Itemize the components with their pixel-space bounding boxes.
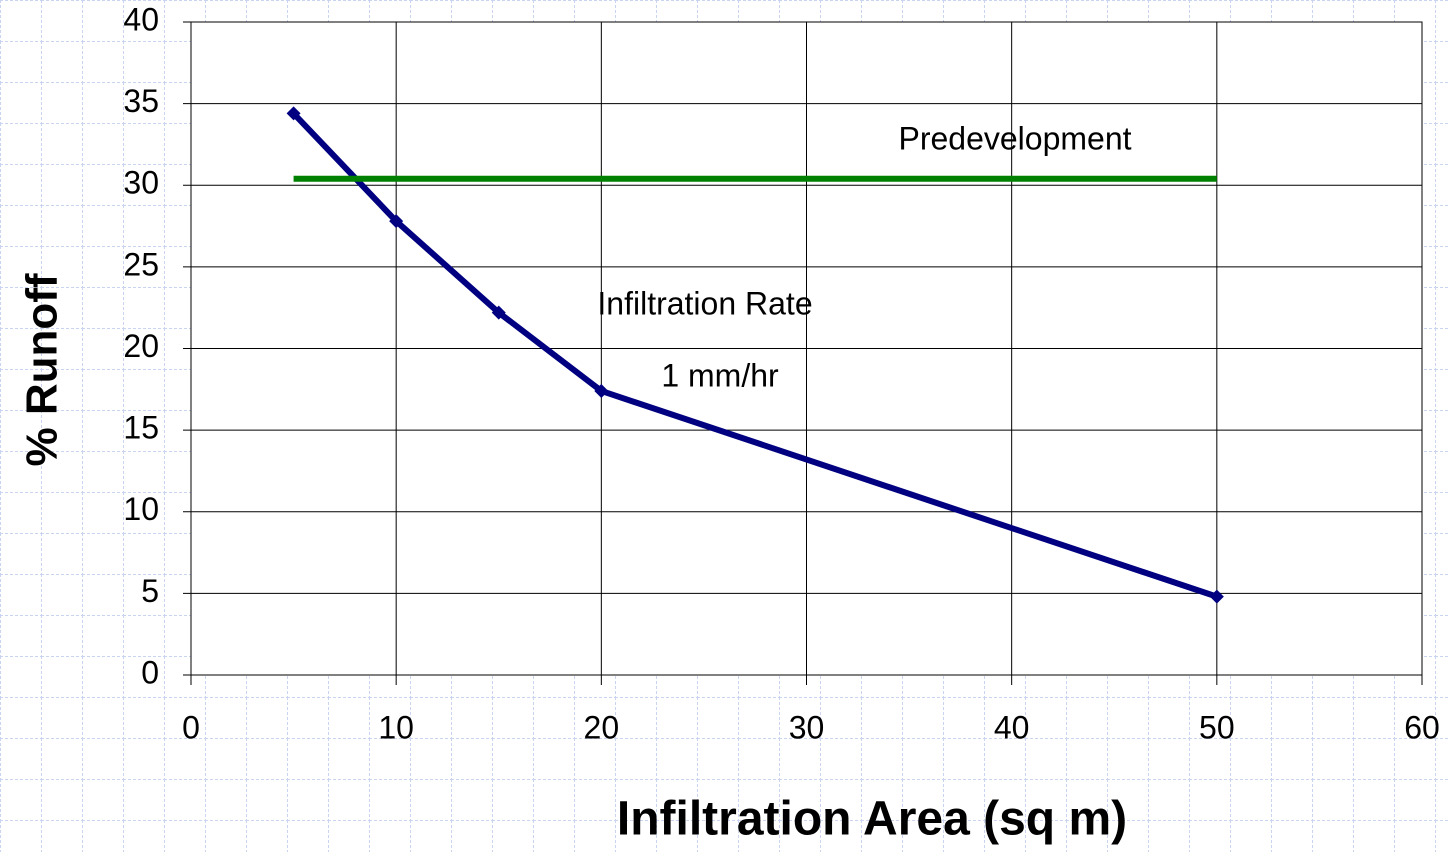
x-tick-label: 0 — [182, 709, 200, 745]
marker — [389, 214, 404, 229]
y-tick-label: 30 — [123, 165, 159, 201]
y-tick-label: 15 — [123, 410, 159, 446]
x-axis-title: Infiltration Area (sq m) — [617, 793, 1127, 846]
y-tick-label: 5 — [141, 573, 159, 609]
y-tick-label: 20 — [123, 328, 159, 364]
y-tick-label: 10 — [123, 491, 159, 527]
y-tick-label: 0 — [141, 654, 159, 690]
x-tick-label: 40 — [994, 709, 1030, 745]
x-tick-label: 50 — [1199, 709, 1235, 745]
x-tick-label: 20 — [584, 709, 620, 745]
marker — [1209, 589, 1224, 604]
annotation: 1 mm/hr — [661, 357, 779, 393]
y-axis-title: % Runoff — [18, 273, 67, 466]
y-tick-label: 35 — [123, 83, 159, 119]
marker — [491, 305, 506, 320]
x-tick-label: 30 — [789, 709, 825, 745]
plot-border — [190, 21, 1423, 676]
x-tick-label: 60 — [1404, 709, 1440, 745]
y-tick-label: 25 — [123, 246, 159, 282]
annotation: Infiltration Rate — [597, 285, 812, 321]
marker — [594, 383, 609, 398]
series-label: Predevelopment — [898, 120, 1131, 156]
x-tick-label: 10 — [378, 709, 414, 745]
y-tick-label: 40 — [123, 1, 159, 37]
marker — [286, 106, 301, 121]
